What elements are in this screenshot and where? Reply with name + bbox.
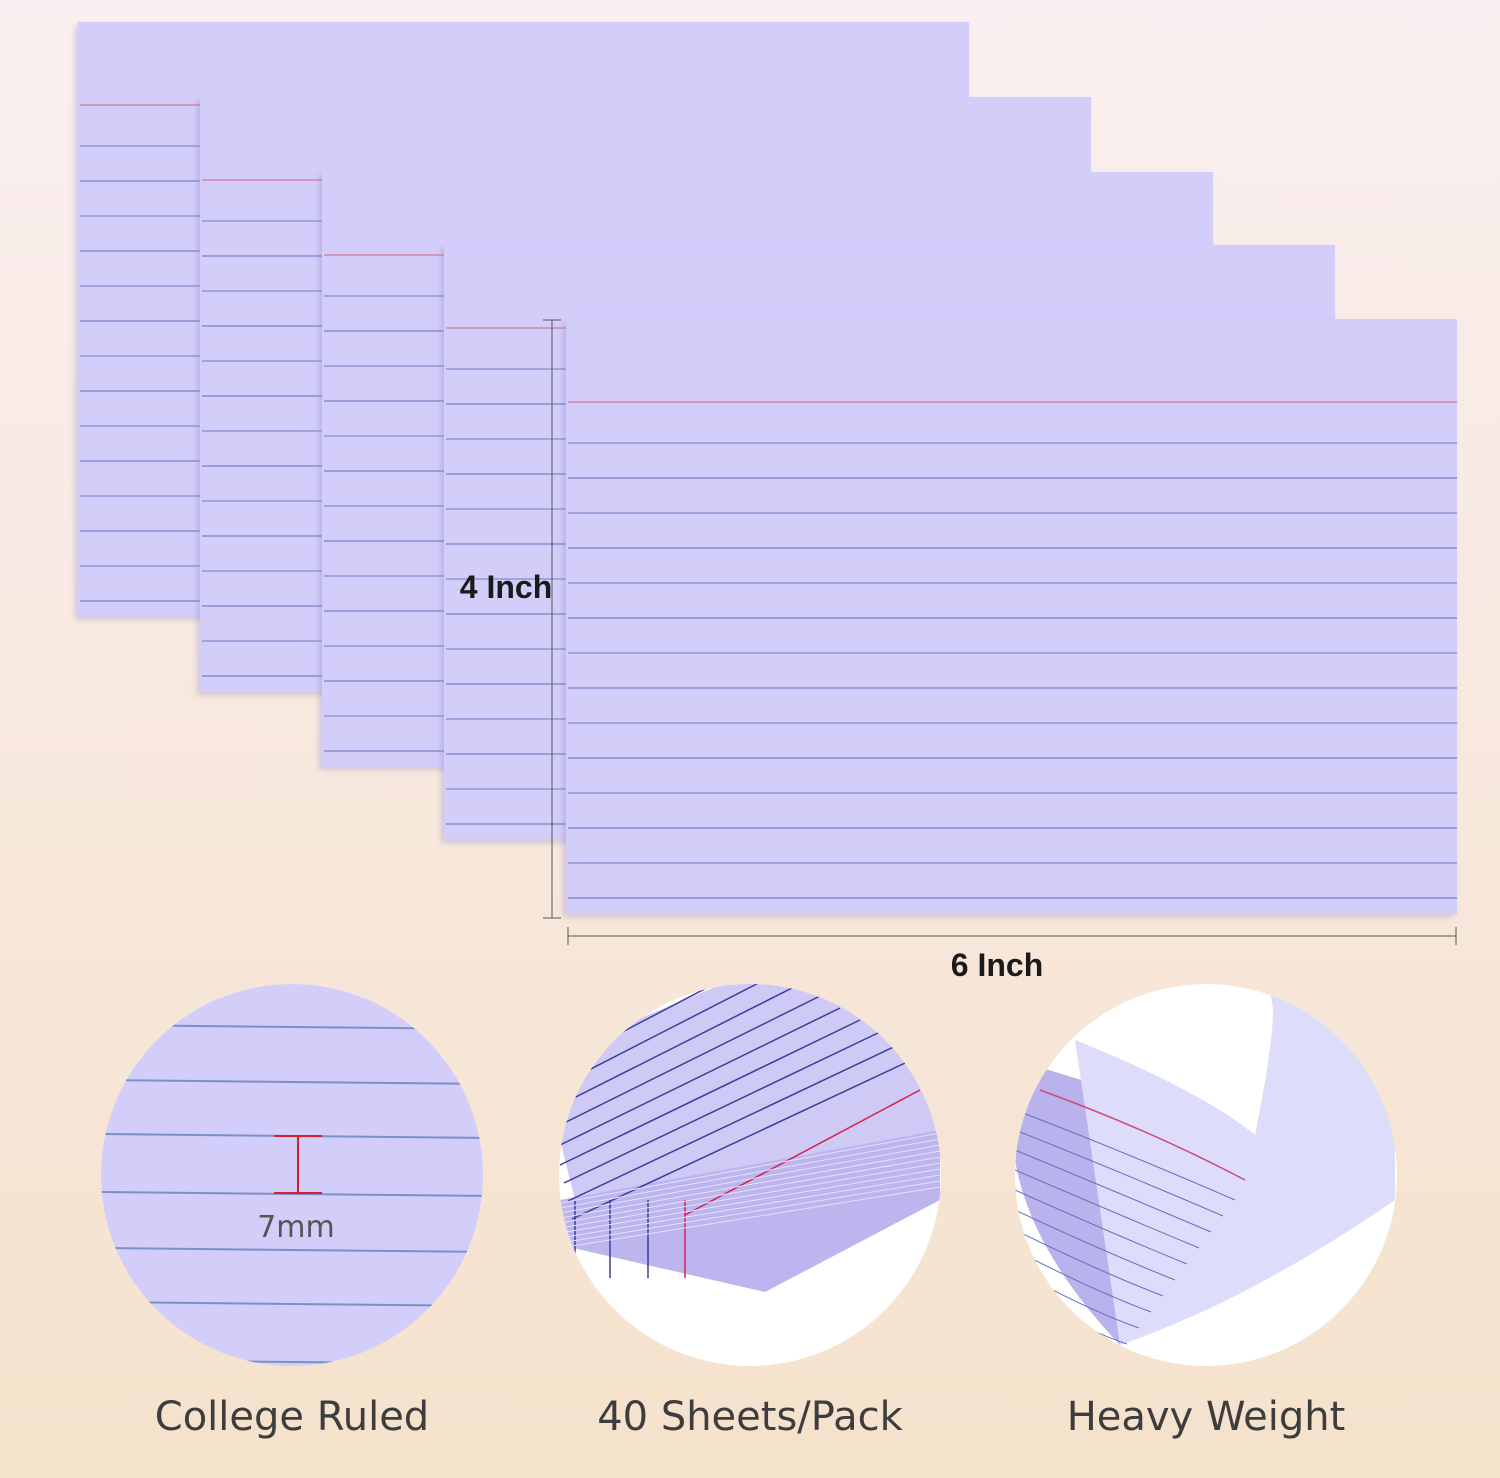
width-marker <box>567 927 1457 945</box>
curl-closeup <box>1015 984 1397 1366</box>
sheet-edge <box>559 1180 941 1244</box>
sheet-edge <box>559 1186 941 1249</box>
stack-side <box>560 1130 940 1292</box>
card-body <box>566 319 1457 914</box>
rule-line <box>101 1247 483 1253</box>
sheet-edge <box>559 1174 941 1239</box>
rule-line <box>559 1019 861 1166</box>
stack-closeup <box>559 984 941 1366</box>
rule-line <box>1015 1149 1212 1233</box>
margin-line <box>1039 1089 1246 1181</box>
sheet-edge <box>559 1162 941 1229</box>
rule-line <box>1015 1109 1236 1201</box>
sheet-edge <box>559 1144 941 1214</box>
rule-line <box>1015 1209 1176 1281</box>
card-stack <box>78 22 1457 914</box>
closeup-disc <box>101 984 483 1366</box>
rule-line <box>1015 1189 1188 1265</box>
sheet-edge <box>559 1156 941 1224</box>
rule-line <box>559 1007 841 1148</box>
rule-line <box>571 1055 921 1220</box>
rule-line <box>559 984 801 1112</box>
spacing-label: 7mm <box>257 1210 335 1245</box>
index-card <box>566 319 1457 914</box>
height-label: 4 Inch <box>460 569 552 605</box>
rule-line <box>563 1031 881 1184</box>
rule-line <box>101 1301 483 1307</box>
rule-line <box>1015 1229 1164 1297</box>
rule-line <box>101 1079 483 1085</box>
curled-page <box>1075 995 1395 1345</box>
feature-label: College Ruled <box>155 1394 429 1440</box>
sheet-edge <box>559 1138 941 1209</box>
width-label: 6 Inch <box>951 947 1043 983</box>
feature-label: Heavy Weight <box>1067 1394 1346 1440</box>
rule-line <box>567 1043 901 1202</box>
height-marker <box>543 319 561 919</box>
rule-line <box>559 995 821 1130</box>
sheet-edge <box>559 1150 941 1219</box>
sheet-edge <box>559 1168 941 1234</box>
spacing-marker <box>274 1135 322 1194</box>
ruled-closeup <box>101 984 483 1366</box>
rule-line <box>1015 1129 1224 1217</box>
rule-line <box>1015 1169 1200 1249</box>
feature-label: 40 Sheets/Pack <box>597 1394 903 1440</box>
sheet-edge <box>559 1132 941 1204</box>
